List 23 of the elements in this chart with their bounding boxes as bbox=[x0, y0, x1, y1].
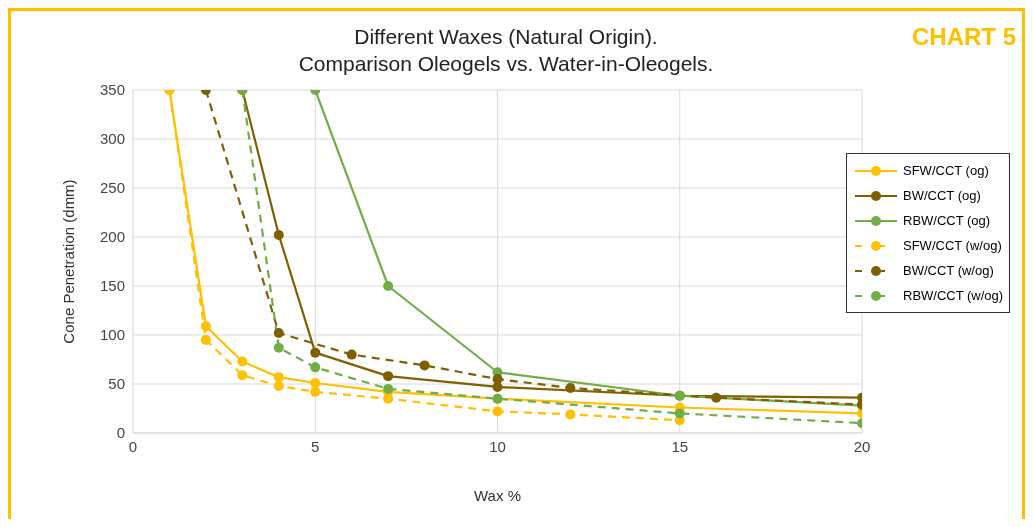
chart-title: Different Waxes (Natural Origin). Comparison Oleogels vs. Water-in-Oleogels. bbox=[297, 24, 715, 77]
y-tick-label: 150 bbox=[99, 277, 125, 295]
x-tick-label: 0 bbox=[128, 437, 138, 455]
legend-label: BW/CCT (w/og) bbox=[903, 263, 994, 278]
y-tick-label: 200 bbox=[99, 228, 125, 246]
y-tick-label: 350 bbox=[99, 81, 125, 99]
x-tick-label: 10 bbox=[489, 437, 506, 455]
x-tick-label: 5 bbox=[311, 437, 320, 455]
x-axis-title: Wax % bbox=[474, 487, 521, 504]
legend-label: SFW/CCT (w/og) bbox=[903, 238, 1002, 253]
y-tick-label: 300 bbox=[99, 130, 125, 148]
legend-label: BW/CCT (og) bbox=[903, 188, 981, 203]
y-tick-label: 50 bbox=[108, 375, 125, 393]
legend-label: SFW/CCT (og) bbox=[903, 163, 989, 178]
legend-label: RBW/CCT (og) bbox=[903, 213, 991, 228]
x-tick-label: 20 bbox=[853, 437, 871, 455]
x-tick-label: 15 bbox=[671, 437, 689, 455]
y-tick-label: 100 bbox=[99, 326, 125, 344]
caption: CHART 5 bbox=[911, 23, 1016, 51]
legend-label: RBW/CCT (w/og) bbox=[903, 288, 1004, 303]
y-tick-label: 0 bbox=[116, 424, 125, 442]
y-tick-label: 250 bbox=[99, 179, 125, 197]
y-axis-title: Cone Penetration (dmm) bbox=[60, 179, 78, 344]
